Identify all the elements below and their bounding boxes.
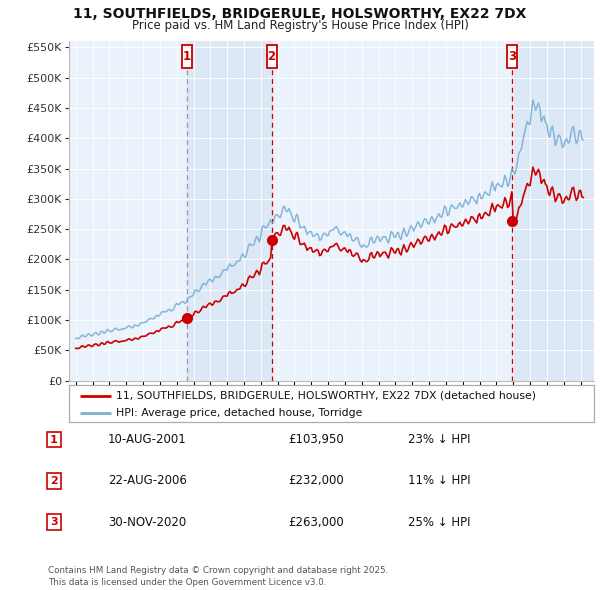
Text: 30-NOV-2020: 30-NOV-2020: [108, 516, 186, 529]
Text: 22-AUG-2006: 22-AUG-2006: [108, 474, 187, 487]
Text: 11% ↓ HPI: 11% ↓ HPI: [408, 474, 470, 487]
Text: HPI: Average price, detached house, Torridge: HPI: Average price, detached house, Torr…: [116, 408, 362, 418]
Bar: [266, 45, 277, 68]
Text: 25% ↓ HPI: 25% ↓ HPI: [408, 516, 470, 529]
Text: £263,000: £263,000: [288, 516, 344, 529]
Text: 23% ↓ HPI: 23% ↓ HPI: [408, 433, 470, 446]
Text: 3: 3: [508, 50, 516, 63]
Bar: [187, 41, 272, 381]
Text: Contains HM Land Registry data © Crown copyright and database right 2025.
This d: Contains HM Land Registry data © Crown c…: [48, 566, 388, 587]
Bar: [512, 41, 594, 381]
Text: £103,950: £103,950: [288, 433, 344, 446]
Bar: [507, 45, 517, 68]
Text: Price paid vs. HM Land Registry's House Price Index (HPI): Price paid vs. HM Land Registry's House …: [131, 19, 469, 32]
Text: 3: 3: [50, 517, 58, 527]
Text: 11, SOUTHFIELDS, BRIDGERULE, HOLSWORTHY, EX22 7DX (detached house): 11, SOUTHFIELDS, BRIDGERULE, HOLSWORTHY,…: [116, 391, 536, 401]
Text: 1: 1: [50, 435, 58, 444]
Text: 1: 1: [183, 50, 191, 63]
Text: 2: 2: [50, 476, 58, 486]
Text: 11, SOUTHFIELDS, BRIDGERULE, HOLSWORTHY, EX22 7DX: 11, SOUTHFIELDS, BRIDGERULE, HOLSWORTHY,…: [73, 7, 527, 21]
Text: 10-AUG-2001: 10-AUG-2001: [108, 433, 187, 446]
Text: £232,000: £232,000: [288, 474, 344, 487]
Text: 2: 2: [268, 50, 275, 63]
Bar: [182, 45, 192, 68]
